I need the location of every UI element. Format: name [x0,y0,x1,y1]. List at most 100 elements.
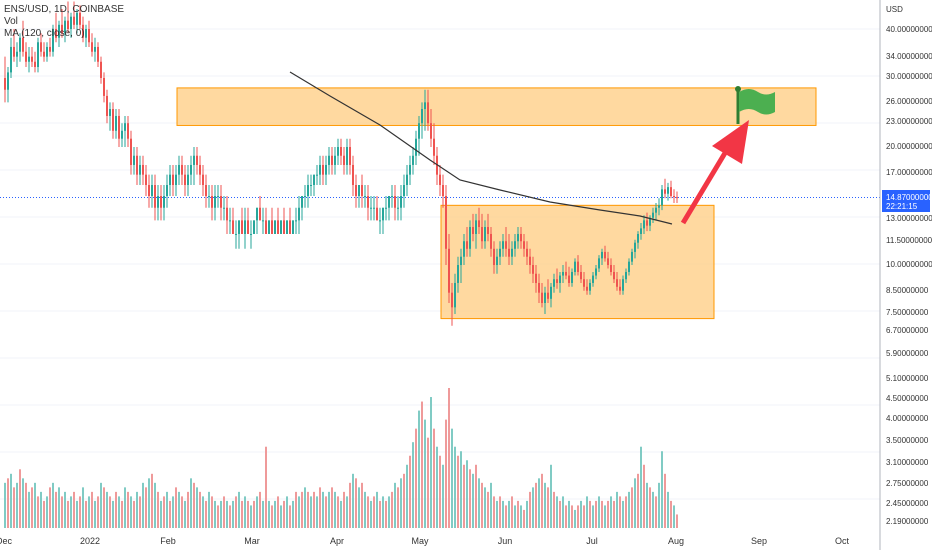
volume-bar [247,500,249,528]
volume-bar [229,505,231,528]
volume-bar [463,464,465,528]
symbol-title[interactable]: ENS/USD, 1D, COINBASE [4,4,125,15]
candle-body [211,195,213,208]
price-tick-label: 30.00000000 [886,72,932,81]
candle-body [196,155,198,165]
volume-bar [493,496,495,528]
candle-body [370,207,372,209]
time-axis[interactable]: Dec 2022 Feb Mar Apr May Jun Jul Aug Sep Oct [0,536,849,546]
candle-body [160,195,162,208]
candle-body [382,207,384,221]
volume-bar [574,509,576,528]
candle-body [220,195,222,208]
ma-label[interactable]: MA (120, close, 0) [4,28,85,39]
price-tick-label: 40.00000000 [886,25,932,34]
volume-bar [391,491,393,528]
candle-body [301,195,303,208]
candle-body [454,282,456,308]
price-tick-label: 3.50000000 [886,436,929,445]
volume-bar [388,496,390,528]
resistance-zone[interactable] [176,87,817,126]
candle-body [253,220,255,234]
volume-bar [70,496,72,528]
candle-body [439,174,441,186]
volume-bar [133,500,135,528]
volume-bar [646,482,648,528]
volume-bar [634,478,636,528]
candle-body [316,174,318,176]
price-axis[interactable]: 40.00000000 34.00000000 30.00000000 26.0000… [886,25,932,526]
volume-bar [418,410,420,528]
volume-bar [607,500,609,528]
candle-body [283,220,285,234]
candle-body [61,24,63,34]
volume-bar [52,482,54,528]
volume-bar [457,455,459,528]
candle-body [424,102,426,110]
volume-bar [253,500,255,528]
volume-bar [109,496,111,528]
volume-bar [613,500,615,528]
volume-bar [526,500,528,528]
candle-body [634,242,636,252]
candle-body [571,271,573,283]
price-tick-label: 8.50000000 [886,286,929,295]
volume-bar [295,491,297,528]
volume-bar [496,500,498,528]
volume-bar [565,505,567,528]
candle-body [70,16,72,29]
candle-body [643,220,645,229]
volume-bar [175,487,177,528]
volume-bar [436,446,438,528]
candle-body [526,248,528,257]
volume-bar [568,500,570,528]
candle-body [184,174,186,186]
candle-body [616,279,618,287]
price-tick-label: 10.00000000 [886,260,932,269]
up-arrow[interactable] [680,120,749,225]
volume-bar [385,500,387,528]
candle-body [481,227,483,242]
volume-bar [415,428,417,528]
candle-body [154,185,156,208]
volume-bar [349,482,351,528]
volume-bar [484,487,486,528]
volume-bar [622,500,624,528]
candle-body [568,275,570,283]
candle-body [412,155,414,165]
candle-body [391,195,393,197]
candle-body [505,241,507,249]
volume-bar [304,487,306,528]
candle-body [403,185,405,196]
candle-body [367,195,369,208]
volume-bar [517,500,519,528]
candle-body [88,29,90,43]
volume-bar [505,505,507,528]
volume-label[interactable]: Vol [4,16,18,27]
candle-body [91,42,93,52]
candle-body [118,115,120,139]
candle-body [406,174,408,186]
volume-bar [409,455,411,528]
candle-body [376,207,378,221]
candle-body [277,220,279,234]
volume-bar [451,428,453,528]
candle-body [664,189,666,194]
candle-body [556,279,558,283]
candle-body [115,115,117,131]
flag-icon[interactable] [735,86,775,124]
candle-body [76,12,78,25]
candle-body [607,258,609,266]
volume-bar [7,478,9,528]
candle-body [547,292,549,299]
candle-body [328,155,330,165]
candle-body [577,261,579,272]
candle-body [67,20,69,29]
volume-bar [151,473,153,528]
candle-body [304,195,306,197]
volume-bar [46,496,48,528]
legend: ENS/USD, 1D, COINBASE Vol MA (120, close… [4,4,124,40]
candle-body [520,233,522,242]
candle-body [202,174,204,186]
